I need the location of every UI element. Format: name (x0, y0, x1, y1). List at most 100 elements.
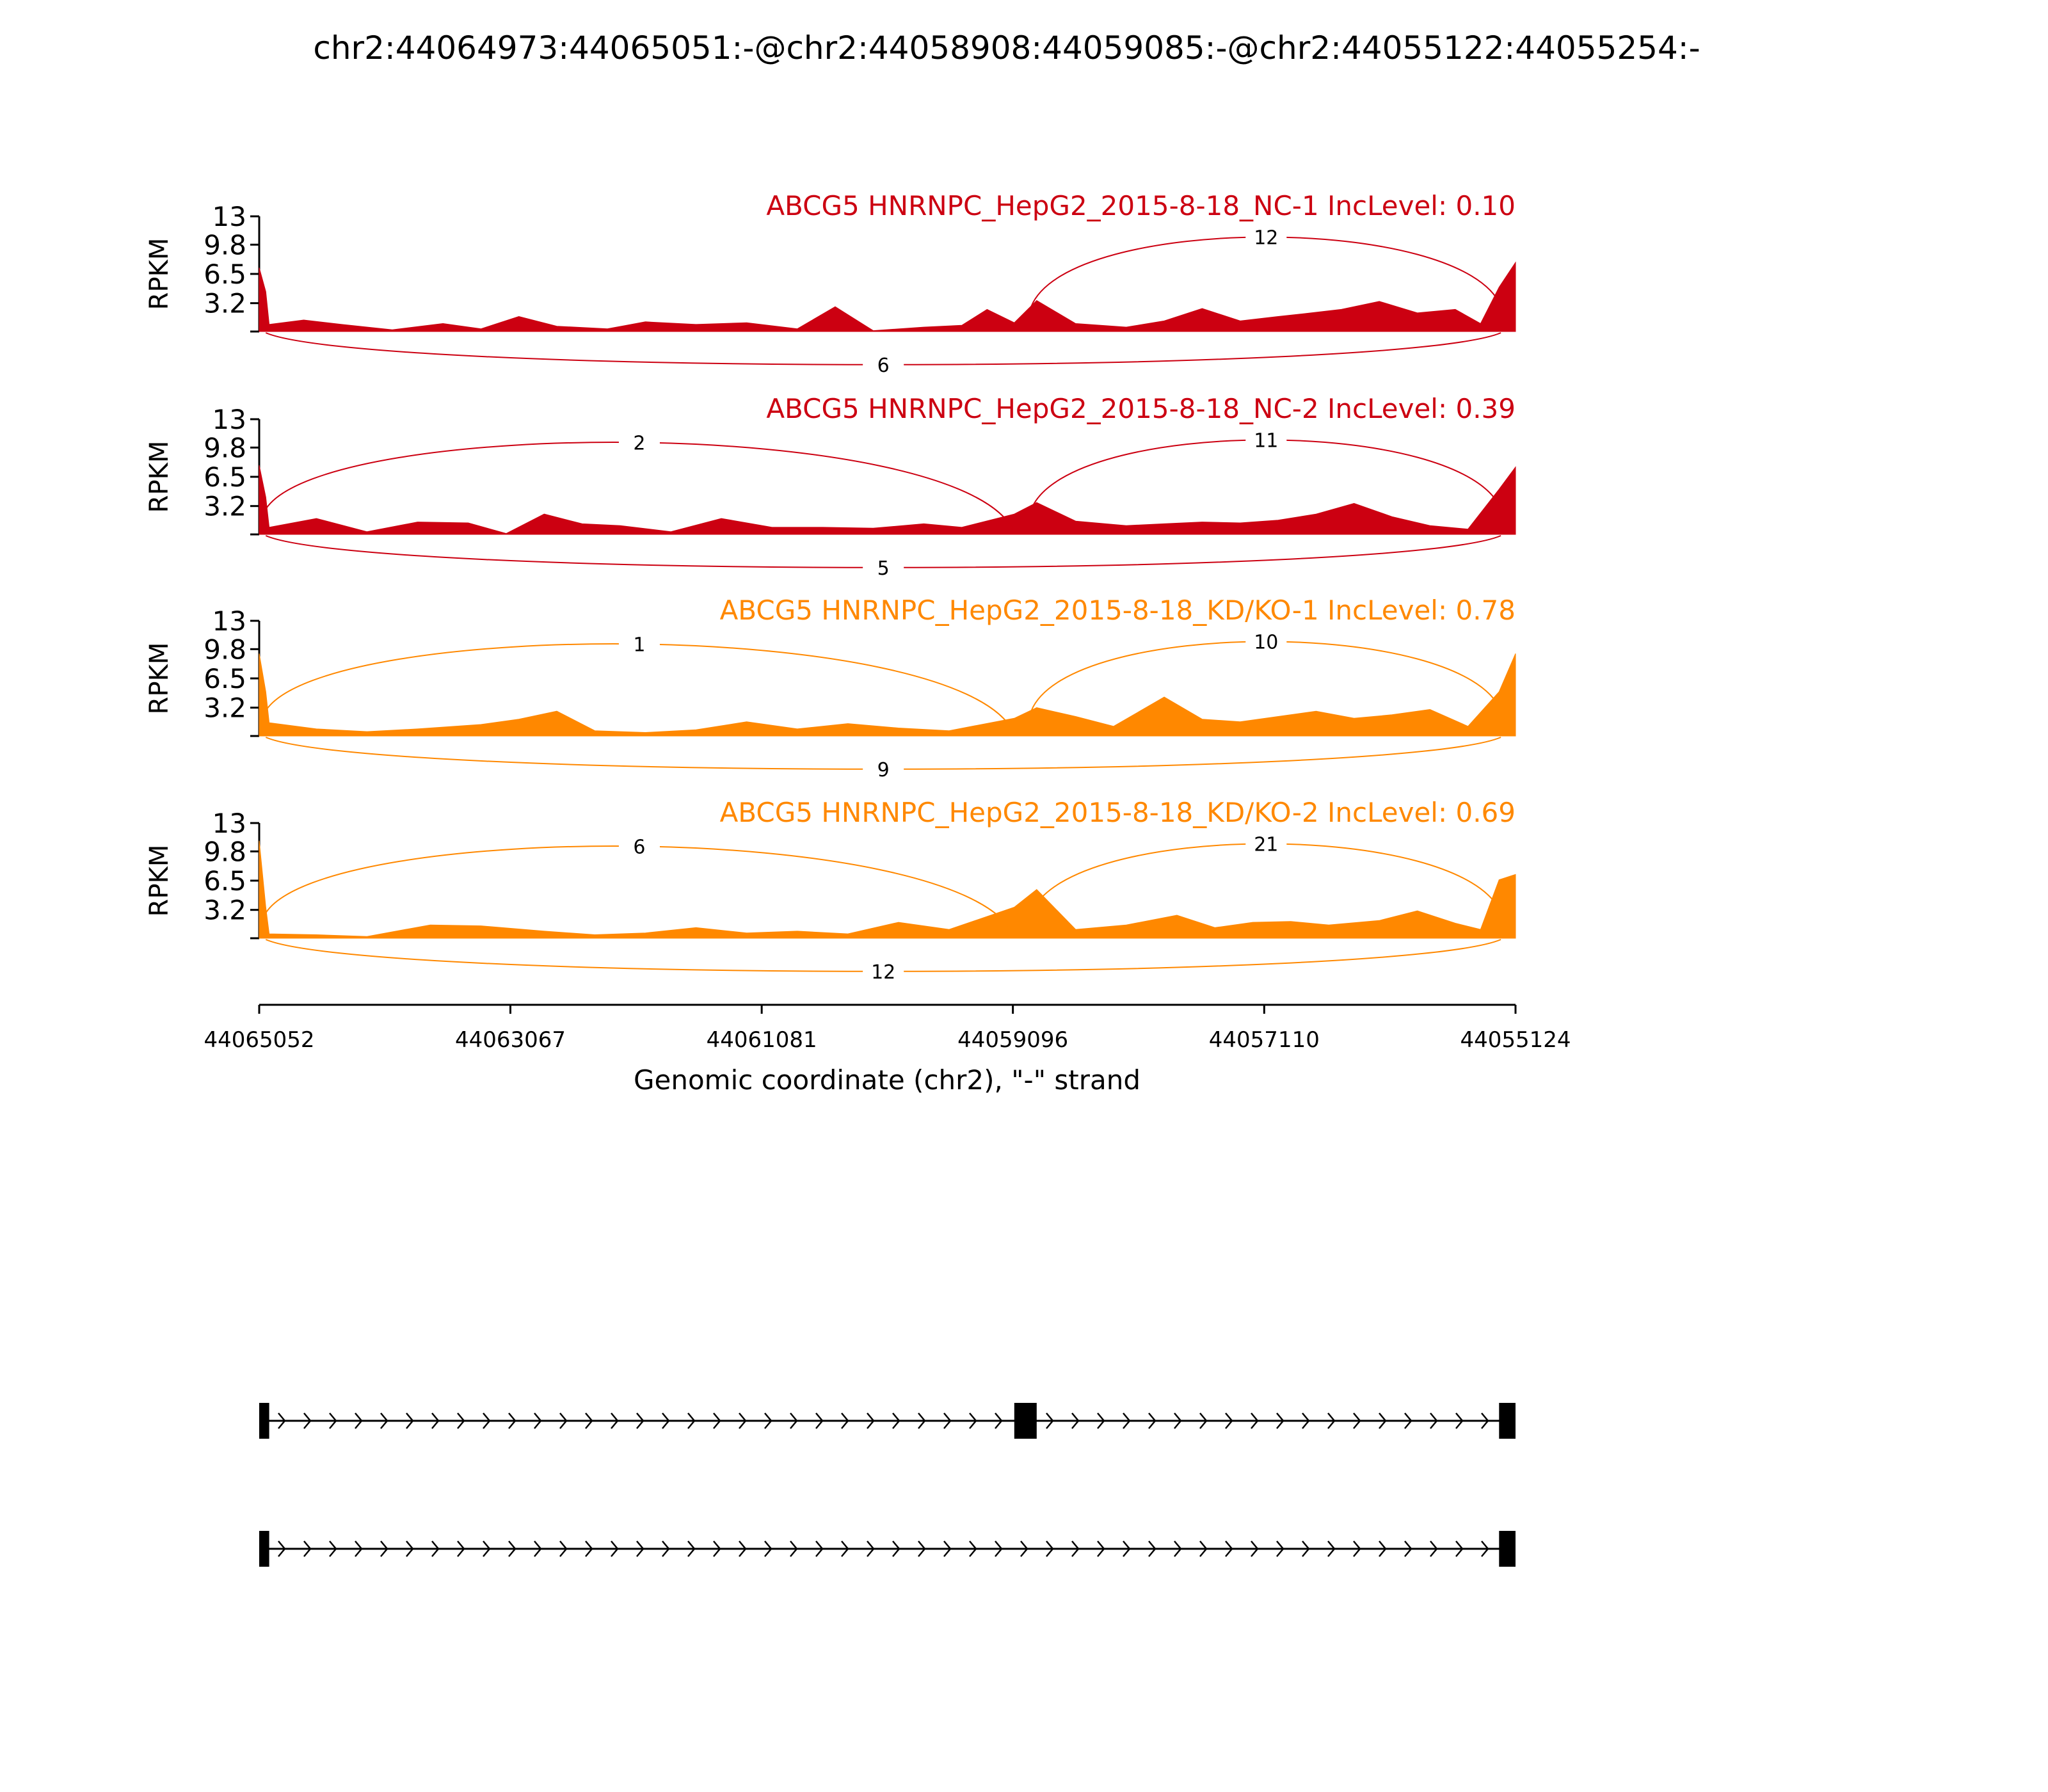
x-tick-label: 44059096 (957, 1027, 1068, 1053)
junction-label-bg (863, 757, 904, 781)
strand-arrow (892, 1412, 900, 1429)
strand-arrow (1327, 1540, 1336, 1557)
strand-arrow (713, 1540, 721, 1557)
strand-arrow (611, 1412, 619, 1429)
strand-arrow (662, 1540, 670, 1557)
strand-arrow (943, 1412, 952, 1429)
strand-arrow (815, 1540, 824, 1557)
junction-count: 1 (633, 634, 645, 656)
strand-arrow (1148, 1540, 1156, 1557)
junction-count: 12 (871, 961, 895, 984)
y-tick-label: 3.2 (204, 491, 246, 522)
strand-arrow (892, 1540, 900, 1557)
strand-arrow (483, 1540, 491, 1557)
y-axis-label: RPKM (145, 238, 174, 310)
strand-arrow (1481, 1412, 1489, 1429)
strand-arrow (585, 1540, 593, 1557)
junction-count: 21 (1254, 833, 1278, 856)
exon-block (1499, 1403, 1516, 1439)
strand-arrow (1455, 1540, 1464, 1557)
y-tick-label: 13 (212, 201, 246, 232)
strand-arrow (1097, 1540, 1105, 1557)
strand-arrow (1148, 1412, 1156, 1429)
junction-count: 11 (1254, 429, 1278, 452)
strand-arrow (1071, 1540, 1080, 1557)
strand-arrow (943, 1540, 952, 1557)
x-tick-label: 44057110 (1209, 1027, 1320, 1053)
y-axis-label: RPKM (145, 441, 174, 513)
transcript-2 (259, 1531, 1516, 1567)
strand-arrow (1046, 1412, 1054, 1429)
strand-arrow (559, 1412, 568, 1429)
strand-arrow (1353, 1412, 1361, 1429)
strand-arrow (611, 1540, 619, 1557)
strand-arrow (1379, 1540, 1387, 1557)
track-label: ABCG5 HNRNPC_HepG2_2015-8-18_KD/KO-2 Inc… (720, 797, 1516, 828)
strand-arrow (508, 1540, 516, 1557)
x-tick-label: 44065052 (204, 1027, 314, 1053)
strand-arrow (764, 1540, 772, 1557)
strand-arrow (1251, 1412, 1259, 1429)
junction-label-bg (1245, 225, 1287, 249)
strand-arrow (355, 1412, 363, 1429)
strand-arrow (380, 1412, 388, 1429)
strand-arrow (1020, 1540, 1028, 1557)
junction-count: 2 (633, 432, 645, 454)
y-tick-label: 3.2 (204, 692, 246, 724)
coverage-area (259, 840, 1516, 939)
junction-arc (265, 845, 1014, 934)
junction-label-bg (1245, 428, 1287, 452)
strand-arrow (1379, 1412, 1387, 1429)
coverage-area (259, 465, 1516, 535)
strand-arrow (406, 1412, 414, 1429)
strand-arrow (406, 1540, 414, 1557)
strand-arrow (1430, 1540, 1438, 1557)
strand-arrow (1302, 1412, 1310, 1429)
y-tick-label: 9.8 (204, 432, 246, 463)
junction-arc (265, 442, 1014, 530)
y-tick-label: 6.5 (204, 865, 246, 897)
strand-arrow (303, 1540, 312, 1557)
strand-arrow (867, 1412, 875, 1429)
strand-arrow (457, 1412, 465, 1429)
strand-arrow (1225, 1540, 1233, 1557)
junction-count: 9 (877, 759, 890, 781)
y-tick-label: 3.2 (204, 895, 246, 926)
y-tick-label: 13 (212, 808, 246, 839)
junction-label-bg (1245, 832, 1287, 856)
strand-arrow (713, 1412, 721, 1429)
strand-arrow (1199, 1412, 1208, 1429)
strand-arrow (764, 1412, 772, 1429)
transcript-models (259, 1403, 1516, 1567)
strand-arrow (1097, 1412, 1105, 1429)
y-tick-label: 9.8 (204, 836, 246, 867)
y-tick-label: 3.2 (204, 288, 246, 319)
y-tick-label: 9.8 (204, 229, 246, 260)
track-label: ABCG5 HNRNPC_HepG2_2015-8-18_NC-1 IncLev… (766, 190, 1516, 221)
coverage-area (259, 261, 1516, 332)
strand-arrow (918, 1412, 926, 1429)
track-4: 139.86.53.2 RPKM ABCG5 HNRNPC_HepG2_2015-8… (145, 797, 1516, 984)
strand-arrow (380, 1540, 388, 1557)
strand-arrow (687, 1540, 696, 1557)
junction-label-bg (863, 353, 904, 376)
junction-label-bg (1245, 630, 1287, 653)
exon-block (259, 1531, 269, 1567)
junction-label-bg (863, 959, 904, 983)
y-tick-label: 6.5 (204, 461, 246, 493)
strand-arrow (841, 1540, 849, 1557)
strand-arrow (687, 1412, 696, 1429)
strand-arrow (739, 1412, 747, 1429)
track-3: 139.86.53.2 RPKM ABCG5 HNRNPC_HepG2_2015-8… (145, 595, 1516, 781)
x-tick-label: 44055124 (1460, 1027, 1571, 1053)
strand-arrow (483, 1412, 491, 1429)
junction-count: 10 (1254, 631, 1278, 653)
strand-arrow (995, 1540, 1003, 1557)
strand-arrow (278, 1412, 286, 1429)
junction-count: 6 (633, 836, 645, 858)
strand-arrow (1199, 1540, 1208, 1557)
strand-arrow (508, 1412, 516, 1429)
strand-arrow (329, 1412, 337, 1429)
strand-arrow (1327, 1412, 1336, 1429)
